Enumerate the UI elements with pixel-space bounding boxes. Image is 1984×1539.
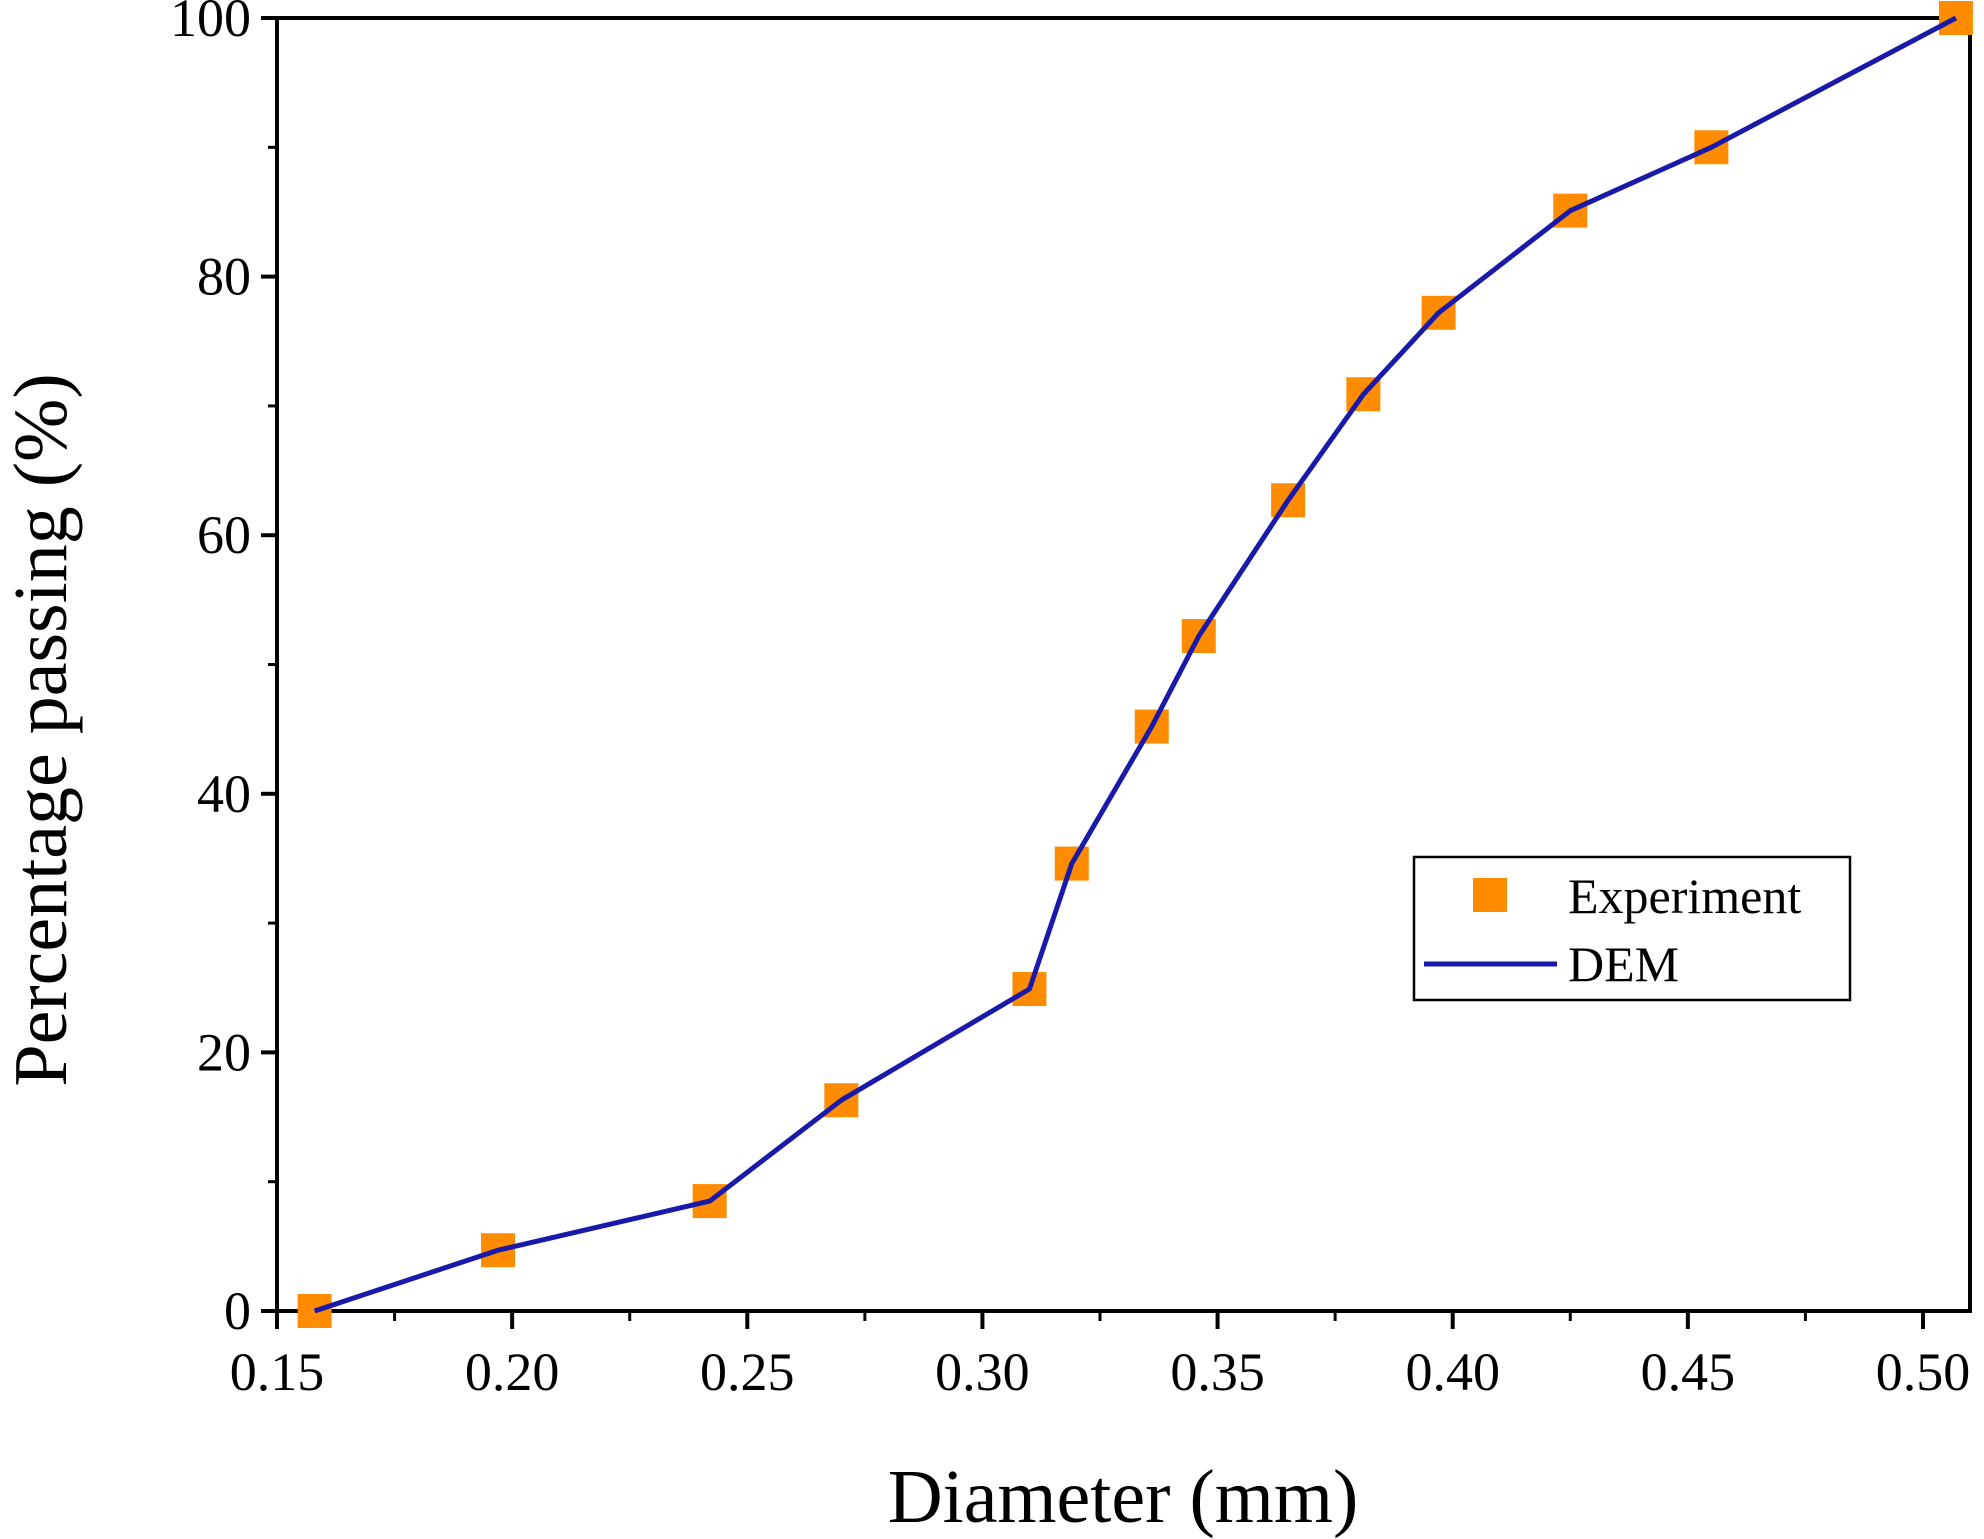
y-axis-ticks: 0 20 40 60 80 100 [170,0,277,1341]
y-tick-label: 0 [224,1281,251,1341]
x-tick-label: 0.40 [1405,1342,1500,1402]
y-axis-title: Percentage passing (%) [0,373,83,1086]
x-axis-ticks: 0.15 0.20 0.25 0.30 0.35 0.40 0.45 0.50 [230,1311,1971,1402]
series-layer [297,1,1973,1328]
experiment-point [1938,1,1973,35]
x-axis-title: Diameter (mm) [888,1455,1359,1539]
x-tick-label: 0.25 [700,1342,795,1402]
y-tick-label: 80 [197,247,251,307]
dem-line [313,15,1958,1314]
x-tick-label: 0.50 [1876,1342,1971,1402]
y-tick-label: 20 [197,1022,251,1082]
x-tick-label: 0.15 [230,1342,325,1402]
x-tick-label: 0.30 [935,1342,1030,1402]
x-tick-label: 0.35 [1170,1342,1265,1402]
x-tick-label: 0.20 [465,1342,560,1402]
legend: Experiment DEM [1412,855,1852,1002]
y-tick-label: 100 [170,0,251,48]
x-tick-label: 0.45 [1641,1342,1736,1402]
y-tick-label: 40 [197,764,251,824]
legend-label-dem: DEM [1568,936,1679,992]
legend-marker-experiment [1473,878,1507,912]
legend-label-experiment: Experiment [1568,868,1801,924]
plot-frame [275,16,1972,1313]
y-tick-label: 60 [197,505,251,565]
